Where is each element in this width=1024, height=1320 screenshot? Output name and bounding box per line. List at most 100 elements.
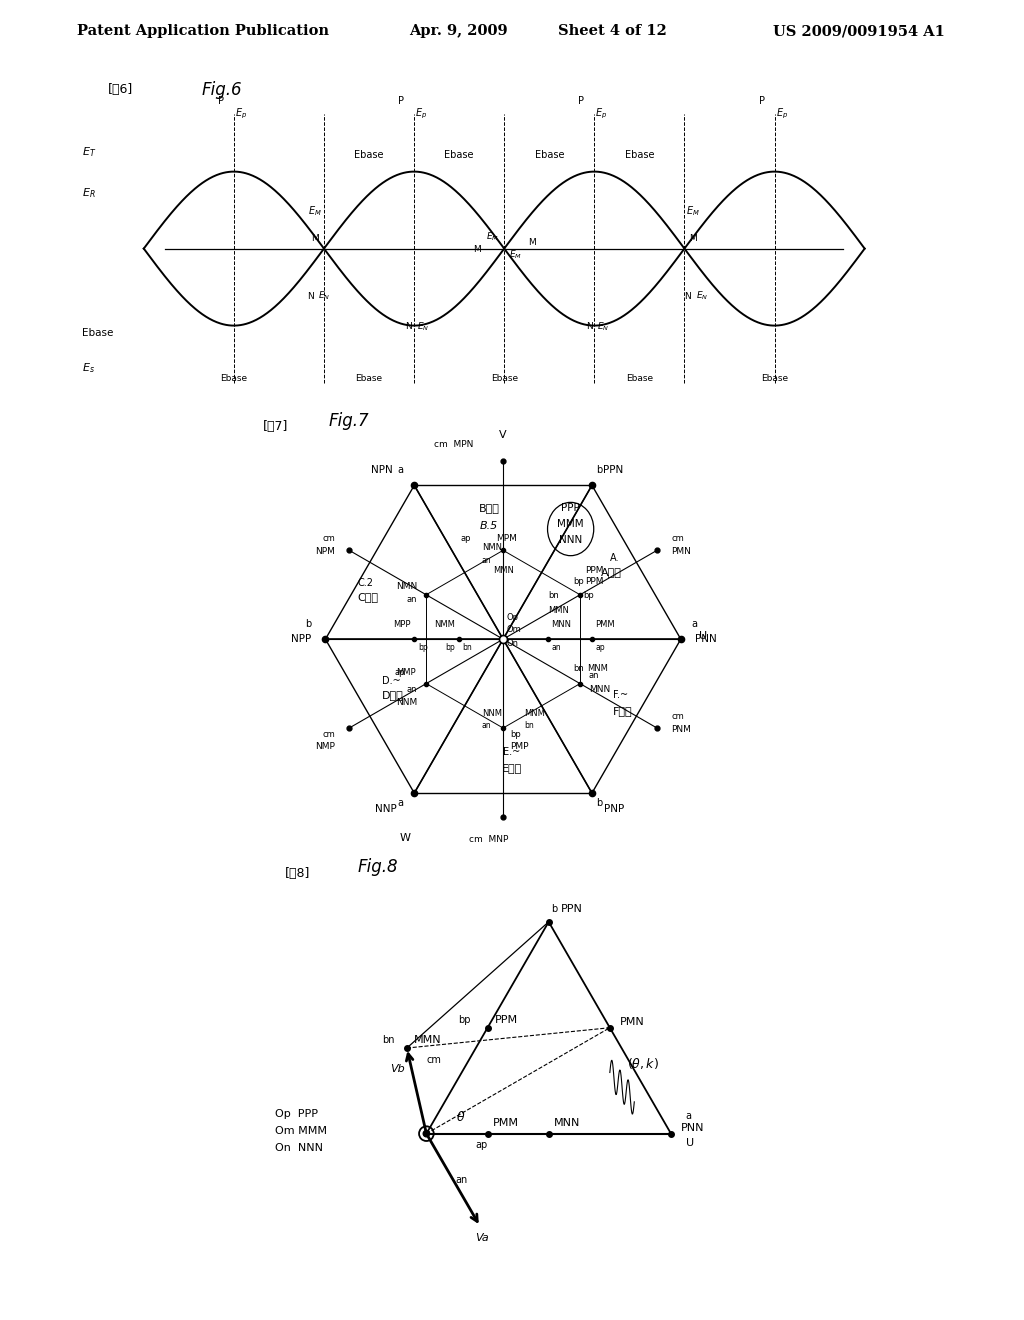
Text: an: an <box>407 685 418 694</box>
Text: PPN: PPN <box>602 465 623 475</box>
Text: Ebase: Ebase <box>83 329 114 338</box>
Text: US 2009/0091954 A1: US 2009/0091954 A1 <box>773 24 945 38</box>
Text: Ebase: Ebase <box>535 149 564 160</box>
Text: MNM: MNM <box>587 664 608 673</box>
Text: P: P <box>579 96 585 106</box>
Text: E領域: E領域 <box>502 763 522 772</box>
Text: NPN: NPN <box>371 465 393 475</box>
Text: PNM: PNM <box>671 725 691 734</box>
Text: $\theta$: $\theta$ <box>456 1110 465 1125</box>
Text: MNM: MNM <box>524 709 546 718</box>
Text: MNN: MNN <box>554 1118 580 1129</box>
Text: N: N <box>406 322 413 331</box>
Text: $E_M$: $E_M$ <box>509 249 522 261</box>
Text: bp: bp <box>510 730 521 739</box>
Text: N: N <box>684 292 691 301</box>
Text: M: M <box>311 234 319 243</box>
Text: bn: bn <box>382 1035 395 1045</box>
Text: $(\theta, k)$: $(\theta, k)$ <box>627 1056 658 1071</box>
Text: cm: cm <box>671 535 684 544</box>
Text: NMM: NMM <box>434 620 455 628</box>
Text: $E_N$: $E_N$ <box>696 289 709 302</box>
Text: MMN: MMN <box>414 1035 441 1045</box>
Text: an: an <box>407 595 418 603</box>
Text: MPP: MPP <box>393 620 411 628</box>
Text: ap: ap <box>461 535 471 544</box>
Text: $E_p$: $E_p$ <box>236 107 247 121</box>
Text: On  NNN: On NNN <box>274 1143 323 1152</box>
Text: $E_M$: $E_M$ <box>686 205 700 218</box>
Text: bn: bn <box>548 591 559 601</box>
Text: cm: cm <box>671 713 684 721</box>
Text: Ebase: Ebase <box>761 374 788 383</box>
Text: bn: bn <box>462 643 472 652</box>
Text: an: an <box>482 556 492 565</box>
Text: NMP: NMP <box>315 742 335 751</box>
Text: $E_M$: $E_M$ <box>308 205 323 218</box>
Circle shape <box>423 1130 430 1137</box>
Text: $E_p$: $E_p$ <box>776 107 787 121</box>
Text: an: an <box>456 1175 468 1184</box>
Text: bp: bp <box>458 1015 471 1024</box>
Text: Apr. 9, 2009: Apr. 9, 2009 <box>410 24 508 38</box>
Text: MMN: MMN <box>548 606 569 615</box>
Text: PPM: PPM <box>495 1015 518 1024</box>
Text: Vb: Vb <box>390 1064 404 1074</box>
Text: b: b <box>596 797 602 808</box>
Text: M: M <box>527 238 536 247</box>
Text: C領域: C領域 <box>357 593 379 602</box>
Text: E.~: E.~ <box>504 747 520 756</box>
Text: Patent Application Publication: Patent Application Publication <box>77 24 329 38</box>
Text: $E_T$: $E_T$ <box>83 145 96 160</box>
Text: B.5: B.5 <box>480 521 499 531</box>
Text: an: an <box>551 643 561 652</box>
Text: Ebase: Ebase <box>444 149 474 160</box>
Text: A領域: A領域 <box>601 568 622 577</box>
Text: NMN: NMN <box>396 582 418 591</box>
Text: $E_p$: $E_p$ <box>416 107 427 121</box>
Text: On: On <box>507 639 519 648</box>
Text: cm: cm <box>323 535 335 544</box>
Text: MNN: MNN <box>551 620 571 628</box>
Text: bp: bp <box>573 577 584 586</box>
Text: Op: Op <box>507 612 519 622</box>
Text: Ebase: Ebase <box>625 149 654 160</box>
Text: B領域: B領域 <box>478 503 500 513</box>
Text: V: V <box>500 430 507 440</box>
Text: Va: Va <box>475 1233 489 1243</box>
Text: MMP: MMP <box>396 668 416 677</box>
Text: N: N <box>307 292 313 301</box>
Text: N: N <box>586 322 593 331</box>
Text: PMM: PMM <box>493 1118 518 1129</box>
Text: PPM: PPM <box>586 566 604 576</box>
Text: b: b <box>305 619 311 628</box>
Text: PNN: PNN <box>695 634 717 644</box>
Text: ap: ap <box>475 1140 487 1150</box>
Text: b: b <box>551 904 557 913</box>
Text: cm  MPN: cm MPN <box>434 440 473 449</box>
Text: MPM: MPM <box>496 535 517 544</box>
Text: NMN: NMN <box>482 544 502 552</box>
Text: NNP: NNP <box>375 804 396 813</box>
Text: F領域: F領域 <box>613 706 633 715</box>
Text: PPN: PPN <box>561 904 583 913</box>
Text: NPP: NPP <box>291 634 311 644</box>
Text: Fig.7: Fig.7 <box>329 412 370 430</box>
Text: PPM: PPM <box>586 577 604 586</box>
Text: U: U <box>686 1138 694 1148</box>
Text: Ebase: Ebase <box>490 374 518 383</box>
Text: $E_N$: $E_N$ <box>597 321 609 333</box>
Text: NNN: NNN <box>559 535 583 545</box>
Text: bn: bn <box>573 664 584 673</box>
Circle shape <box>419 1126 434 1140</box>
Text: bp: bp <box>584 591 594 601</box>
Text: PNP: PNP <box>604 804 625 813</box>
Text: Ebase: Ebase <box>626 374 653 383</box>
Text: MMM: MMM <box>557 519 584 529</box>
Text: U: U <box>698 631 707 640</box>
Text: $E_s$: $E_s$ <box>83 362 95 375</box>
Text: [図6]: [図6] <box>108 83 133 96</box>
Text: P: P <box>398 96 404 106</box>
Text: Op  PPP: Op PPP <box>274 1109 317 1118</box>
Text: ap: ap <box>596 643 605 652</box>
